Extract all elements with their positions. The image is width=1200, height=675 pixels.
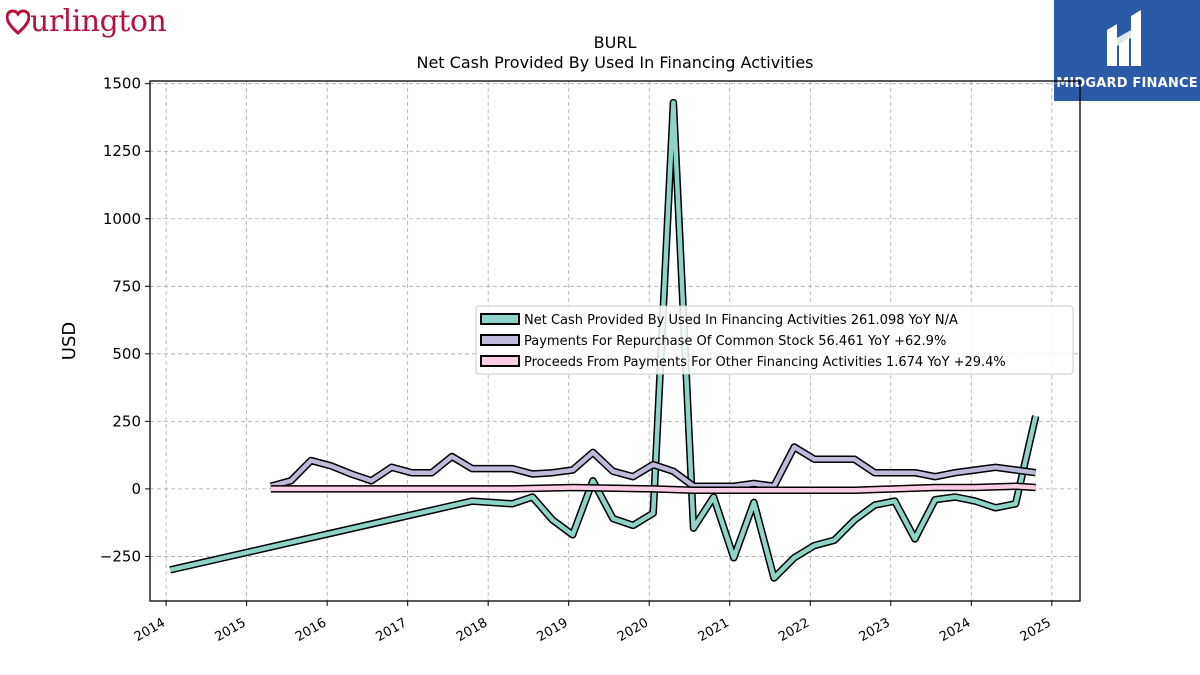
series-line	[270, 483, 1036, 493]
series-line	[169, 100, 1038, 581]
plot-frame	[149, 80, 1081, 602]
y-tick-label: 0	[131, 480, 141, 498]
brand-name: urlington	[30, 4, 167, 39]
legend-box	[475, 305, 1074, 375]
heart-icon	[6, 8, 30, 35]
brand-logo: urlington	[6, 4, 167, 39]
x-tick-label: 2018	[454, 615, 490, 645]
y-tick-label: 1000	[103, 210, 141, 228]
x-tick-label: 2015	[212, 615, 248, 645]
legend: Net Cash Provided By Used In Financing A…	[475, 305, 1074, 375]
x-tick-label: 2020	[615, 615, 651, 645]
partner-name: MIDGARD FINANCE	[1056, 76, 1198, 91]
legend-label: Net Cash Provided By Used In Financing A…	[524, 313, 958, 328]
y-axis: −250 0 250 500 750 1000 1250 1500	[100, 75, 150, 565]
x-tick-label: 2019	[535, 615, 571, 645]
chart-title: BURL	[594, 33, 637, 52]
x-tick-label: 2022	[776, 615, 812, 645]
series-3	[270, 482, 1036, 494]
series-1	[169, 98, 1040, 582]
y-tick-label: 750	[112, 277, 141, 295]
legend-swatch	[480, 355, 520, 367]
x-tick-label: 2021	[696, 615, 732, 645]
legend-swatch	[480, 313, 520, 325]
x-tick-label: 2024	[937, 615, 973, 645]
x-tick-label: 2016	[293, 615, 329, 645]
y-tick-label: −250	[100, 547, 141, 565]
series-layer	[169, 98, 1040, 582]
chart-subtitle: Net Cash Provided By Used In Financing A…	[416, 53, 813, 72]
y-tick-label: 1500	[103, 75, 141, 93]
partner-logo: MIDGARD FINANCE	[1054, 0, 1200, 101]
midgard-logo-icon	[1107, 10, 1141, 66]
legend-label: Proceeds From Payments For Other Financi…	[524, 355, 1006, 370]
x-tick-label: 2025	[1018, 615, 1054, 645]
x-tick-label: 2014	[132, 615, 168, 645]
x-tick-label: 2023	[857, 615, 893, 645]
y-tick-label: 500	[112, 345, 141, 363]
y-tick-label: 250	[112, 412, 141, 430]
y-tick-label: 1250	[103, 142, 141, 160]
legend-label: Payments For Repurchase Of Common Stock …	[524, 334, 946, 349]
y-axis-label: USD	[59, 322, 80, 360]
x-axis: 2014 2015 2016 2017 2018 2019 2020 2021 2022 2023…	[132, 601, 1054, 645]
legend-swatch	[480, 334, 520, 346]
x-tick-label: 2017	[374, 615, 410, 645]
series-2	[269, 443, 1037, 490]
series-line	[270, 444, 1036, 489]
